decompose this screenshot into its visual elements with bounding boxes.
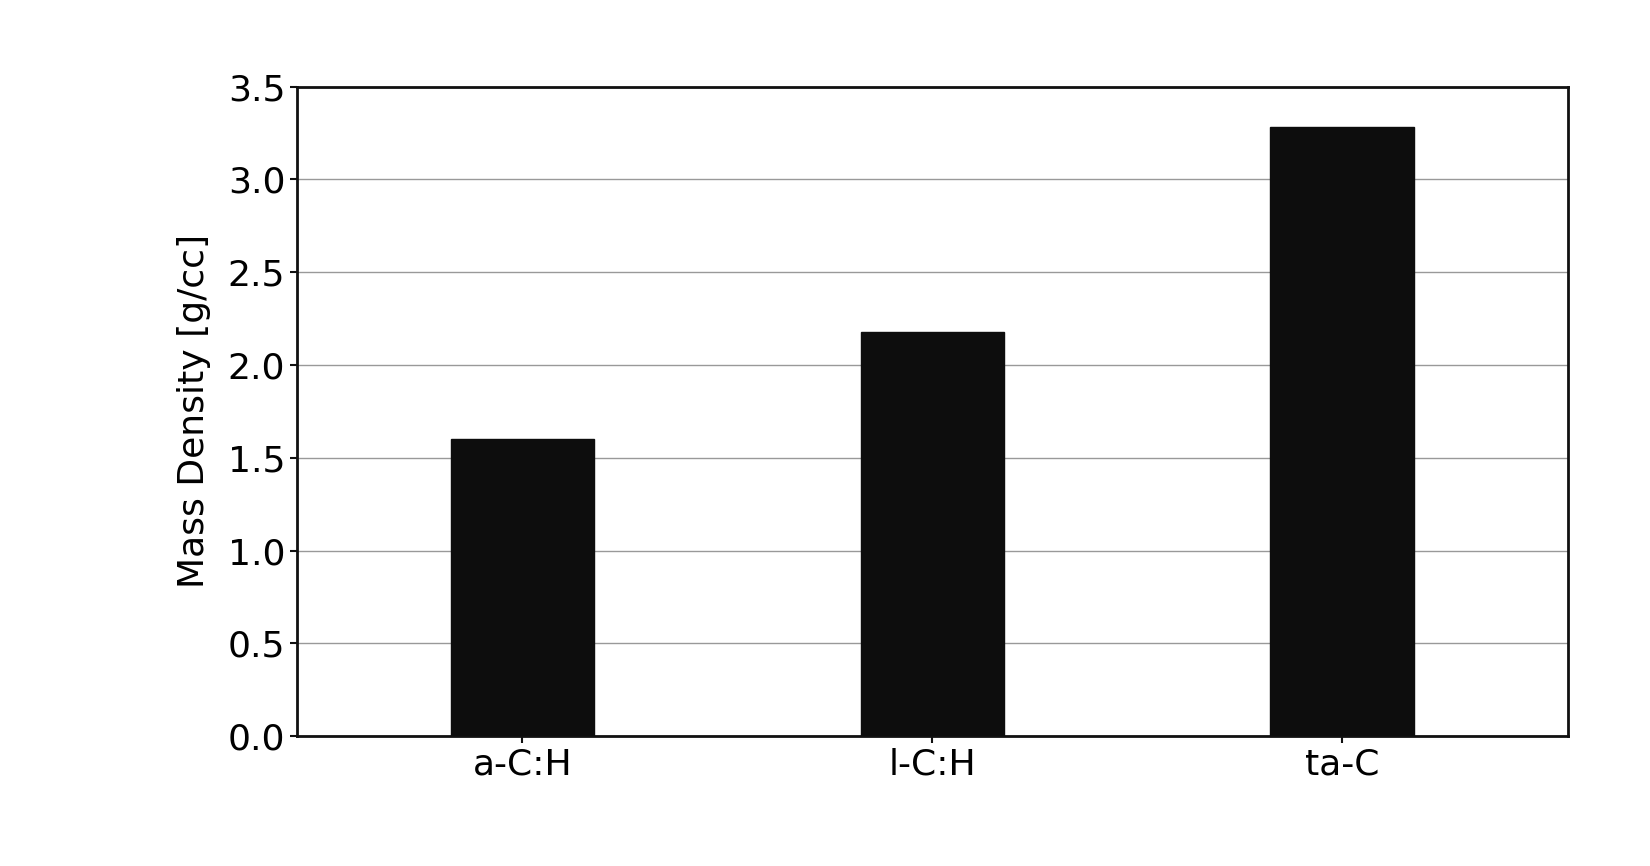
Bar	[861, 332, 1003, 736]
Y-axis label: Mass Density [g/cc]: Mass Density [g/cc]	[177, 235, 211, 588]
Bar	[450, 439, 594, 736]
Bar	[1270, 127, 1414, 736]
